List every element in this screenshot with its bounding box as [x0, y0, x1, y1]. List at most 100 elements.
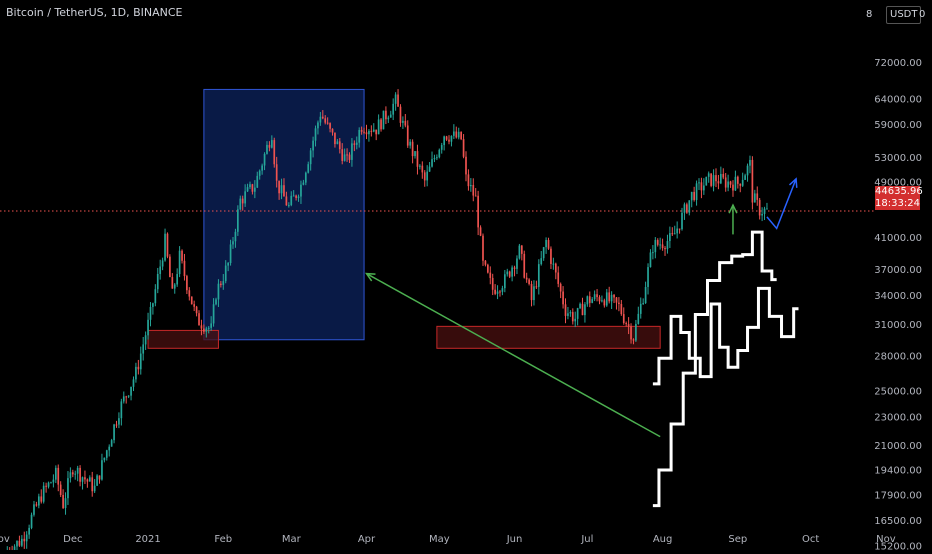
candle-body [603, 300, 606, 306]
candle-body [74, 473, 77, 475]
candle-body [457, 131, 460, 138]
x-tick-label: Nov [0, 534, 10, 545]
candle-body [382, 110, 385, 130]
candle-body [287, 205, 290, 207]
candle-body [193, 304, 196, 307]
candle-body [494, 289, 496, 294]
candle-body [224, 265, 227, 282]
candle-body [71, 472, 74, 475]
green-arrow-head [728, 203, 738, 214]
candle-body [598, 297, 601, 302]
currency-badge[interactable]: USDT [886, 6, 922, 24]
candle-body [266, 144, 268, 154]
candle-body [54, 467, 57, 480]
candle-body [380, 119, 382, 130]
candle-body [156, 273, 159, 290]
candle-body [533, 286, 535, 301]
candle-body [746, 165, 749, 176]
candle-body [178, 250, 181, 275]
green-arrow-head [364, 272, 376, 282]
candle-body [440, 145, 443, 150]
blue-arrow [766, 178, 797, 230]
candle-body [355, 142, 358, 145]
candle-body [552, 263, 555, 265]
candle-body [579, 303, 581, 309]
candle-body [399, 106, 402, 123]
candle-body [540, 258, 543, 265]
candle-body [227, 263, 229, 266]
candle-body [652, 252, 654, 254]
candle-body [562, 291, 564, 305]
candle-body [222, 281, 225, 285]
candle-body [186, 276, 188, 291]
candle-body [736, 176, 739, 184]
candle-body [392, 103, 395, 115]
candle-body [632, 339, 635, 341]
candle-body [693, 191, 695, 200]
candle-body [147, 319, 149, 336]
x-tick-label: Oct [802, 534, 819, 545]
last-price-tag: 44635.96 [875, 186, 923, 198]
candle-body [482, 235, 484, 261]
candle-body [268, 144, 271, 148]
candle-body [139, 353, 142, 370]
candle-body [25, 534, 28, 542]
candle-body [433, 158, 436, 160]
y-tick-label: 59000.00 [874, 120, 922, 131]
candle-body [198, 313, 200, 326]
candle-body [664, 248, 666, 250]
candle-body [470, 185, 472, 187]
candle-body [574, 318, 577, 322]
symbol-title: Bitcoin / TetherUS, 1D, BINANCE [6, 6, 183, 19]
y-tick-label: 25000.00 [874, 387, 922, 398]
candle-body [258, 170, 261, 176]
candle-body [283, 185, 285, 197]
candle-body [596, 294, 598, 298]
candle-body [635, 323, 637, 341]
candle-body [571, 312, 574, 322]
candle-body [698, 182, 700, 184]
candle-body [639, 303, 642, 314]
y-tick-label: 15200.00 [874, 541, 922, 550]
candle-body [700, 182, 703, 191]
candle-body [387, 117, 390, 120]
candle-body [426, 171, 429, 181]
candle-body [503, 274, 506, 289]
candle-body [717, 181, 720, 184]
candle-body [421, 165, 424, 173]
candle-body [220, 283, 222, 285]
candle-body [506, 271, 509, 275]
candle-body [741, 179, 744, 186]
candle-body [103, 457, 106, 461]
candle-body [329, 123, 331, 129]
candle-body [232, 241, 234, 245]
candle-body [710, 173, 712, 186]
candle-body [239, 198, 242, 210]
candle-body [127, 395, 130, 397]
x-tick-label: Mar [282, 534, 302, 545]
candle-body [647, 267, 649, 287]
candle-body [338, 141, 341, 150]
candle-body [144, 335, 147, 345]
y-tick-label: 49000.00 [874, 178, 922, 189]
candle-body [719, 173, 722, 184]
candle-body [627, 324, 630, 327]
y-tick-label: 31000.00 [874, 320, 922, 331]
candle-body [120, 401, 123, 419]
candle-body [324, 118, 327, 123]
candle-body [205, 328, 208, 332]
candle-body [253, 187, 256, 192]
candle-body [215, 299, 217, 305]
candle-body [739, 183, 742, 186]
candle-body [486, 264, 489, 273]
candle-body [389, 114, 392, 118]
candle-body [346, 154, 348, 156]
candle-body [341, 149, 344, 161]
candle-body [370, 130, 373, 132]
candle-body [744, 175, 746, 180]
candle-body [445, 136, 448, 140]
candle-body [365, 132, 368, 135]
candle-body [637, 313, 640, 324]
